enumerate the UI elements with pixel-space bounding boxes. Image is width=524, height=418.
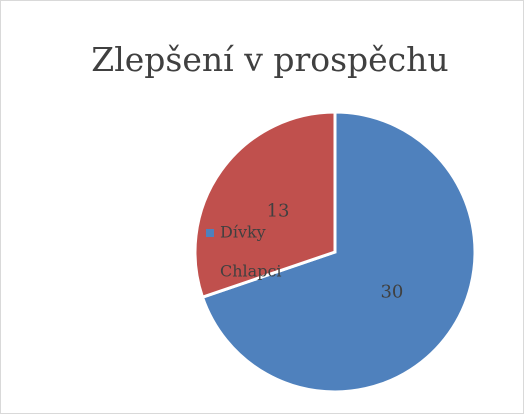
pie-slice bbox=[193, 110, 337, 300]
legend-label: Chlapci bbox=[220, 262, 282, 281]
chart-title: Zlepšení v prospěchu bbox=[91, 40, 448, 79]
legend-label: Dívky bbox=[220, 223, 266, 242]
data-label: 30 bbox=[380, 282, 403, 303]
legend-swatch bbox=[206, 268, 214, 276]
data-label: 13 bbox=[267, 200, 290, 221]
legend-swatch bbox=[206, 229, 214, 237]
pie-slice bbox=[200, 110, 477, 394]
